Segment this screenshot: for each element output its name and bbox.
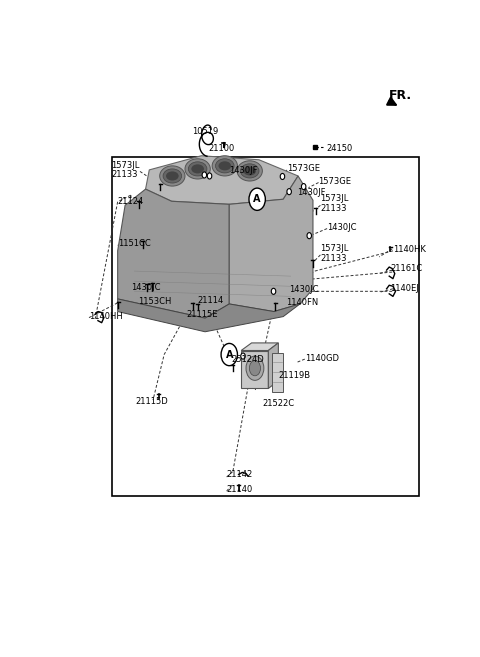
Circle shape xyxy=(280,173,285,179)
Text: 21161C: 21161C xyxy=(390,264,422,273)
Text: 1573GE: 1573GE xyxy=(319,177,351,186)
Ellipse shape xyxy=(212,156,238,176)
Ellipse shape xyxy=(192,164,204,173)
Circle shape xyxy=(202,172,206,178)
Ellipse shape xyxy=(218,162,231,170)
Ellipse shape xyxy=(249,361,261,376)
Text: 1430JC: 1430JC xyxy=(289,285,318,294)
Bar xyxy=(112,157,419,496)
Text: A: A xyxy=(226,350,233,359)
Text: 1573JL
21133: 1573JL 21133 xyxy=(111,160,139,179)
Text: 21119B: 21119B xyxy=(278,371,311,380)
Text: 1151CC: 1151CC xyxy=(118,238,150,248)
Circle shape xyxy=(301,183,306,190)
Text: 21114: 21114 xyxy=(197,296,223,305)
Ellipse shape xyxy=(166,171,179,181)
Ellipse shape xyxy=(185,159,210,179)
Text: 1430JF: 1430JF xyxy=(297,188,326,197)
Bar xyxy=(272,353,283,392)
Ellipse shape xyxy=(160,166,185,186)
Text: 1430JC: 1430JC xyxy=(327,223,357,232)
Ellipse shape xyxy=(237,161,263,181)
Text: 21522C: 21522C xyxy=(263,399,295,408)
Text: 1573JL
21133: 1573JL 21133 xyxy=(321,244,349,263)
Text: 1430JC: 1430JC xyxy=(131,283,160,292)
Text: A: A xyxy=(253,194,261,204)
Ellipse shape xyxy=(246,356,264,380)
Polygon shape xyxy=(145,156,298,204)
Text: 10519: 10519 xyxy=(192,127,218,137)
Circle shape xyxy=(307,233,312,238)
Text: 1430JF: 1430JF xyxy=(229,166,258,175)
Text: 21124: 21124 xyxy=(118,197,144,206)
Ellipse shape xyxy=(216,159,234,173)
Polygon shape xyxy=(241,343,278,350)
Text: 1140GD: 1140GD xyxy=(305,353,339,363)
Text: 1573JL
21133: 1573JL 21133 xyxy=(321,194,349,213)
Circle shape xyxy=(221,344,238,366)
Text: FR.: FR. xyxy=(389,89,412,102)
Polygon shape xyxy=(118,189,229,318)
Ellipse shape xyxy=(240,164,259,178)
Circle shape xyxy=(271,288,276,294)
Polygon shape xyxy=(268,343,278,388)
Circle shape xyxy=(241,353,245,359)
Ellipse shape xyxy=(243,166,256,175)
Ellipse shape xyxy=(163,169,181,183)
Text: 24150: 24150 xyxy=(326,144,352,153)
Text: 21115E: 21115E xyxy=(186,309,218,319)
Circle shape xyxy=(207,173,212,179)
Circle shape xyxy=(249,188,265,210)
Text: 1140HK: 1140HK xyxy=(393,245,426,254)
Text: 21115D: 21115D xyxy=(136,397,168,405)
Polygon shape xyxy=(241,350,268,388)
Circle shape xyxy=(287,189,291,194)
Text: 25124D: 25124D xyxy=(231,355,264,364)
Text: 21142: 21142 xyxy=(227,470,253,479)
Text: 1140EJ: 1140EJ xyxy=(390,284,419,293)
Text: 1140FN: 1140FN xyxy=(286,298,318,307)
Text: 1153CH: 1153CH xyxy=(138,298,171,306)
Text: 21140: 21140 xyxy=(227,485,253,494)
Ellipse shape xyxy=(188,162,207,176)
Text: 21100: 21100 xyxy=(209,144,235,153)
Polygon shape xyxy=(118,299,300,332)
Text: 1573GE: 1573GE xyxy=(287,164,320,173)
Text: 1140HH: 1140HH xyxy=(89,312,123,321)
Polygon shape xyxy=(229,176,313,311)
